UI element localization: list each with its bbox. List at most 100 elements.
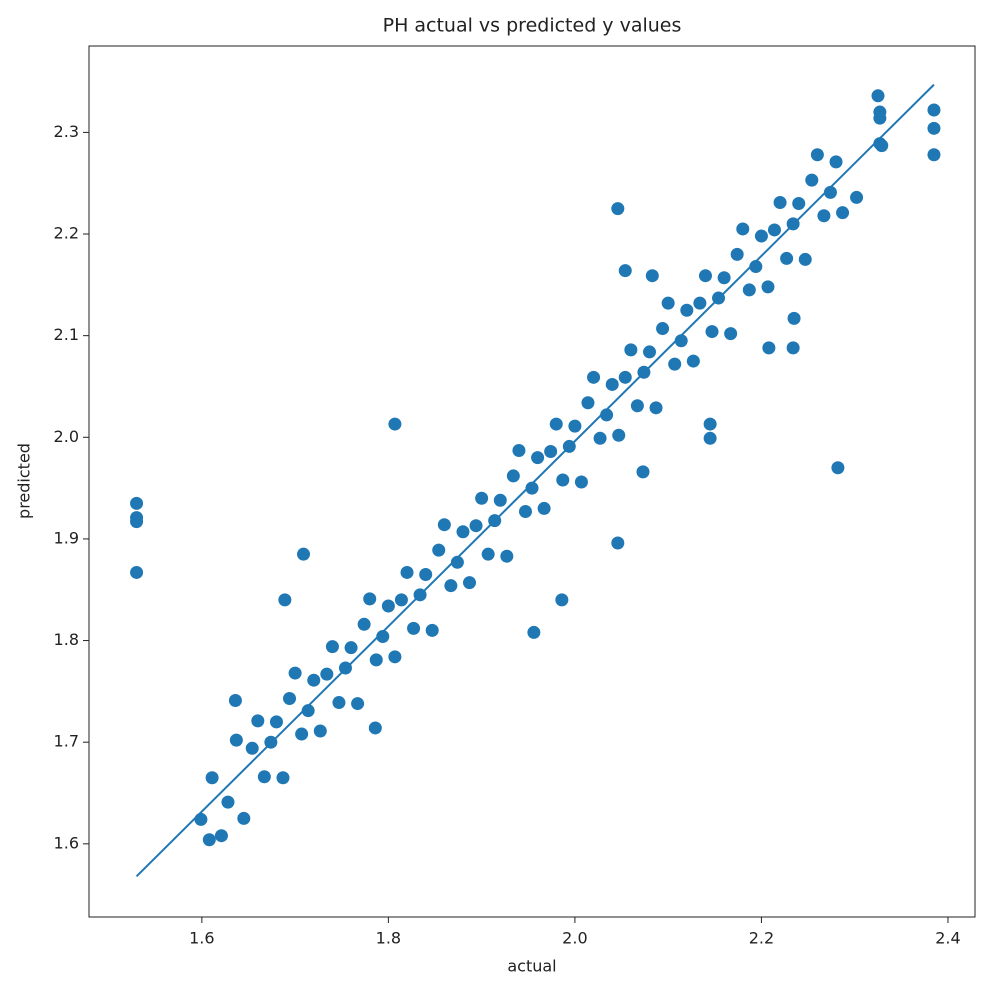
y-tick-label: 1.9 bbox=[54, 528, 79, 547]
scatter-point bbox=[792, 197, 806, 211]
scatter-point bbox=[927, 121, 941, 135]
scatter-point bbox=[544, 445, 558, 459]
scatter-point bbox=[754, 229, 768, 243]
scatter-point bbox=[742, 283, 756, 297]
scatter-point bbox=[555, 593, 569, 607]
scatter-point bbox=[276, 771, 290, 785]
scatter-point bbox=[761, 280, 775, 294]
scatter-point bbox=[525, 481, 539, 495]
scatter-point bbox=[686, 354, 700, 368]
scatter-point bbox=[810, 148, 824, 162]
scatter-point bbox=[624, 343, 638, 357]
scatter-point bbox=[693, 296, 707, 310]
scatter-point bbox=[574, 475, 588, 489]
y-tick-label: 2.1 bbox=[54, 325, 79, 344]
scatter-point bbox=[668, 357, 682, 371]
y-tick-label: 1.6 bbox=[54, 833, 79, 852]
x-tick-label: 2.2 bbox=[749, 929, 774, 948]
scatter-point bbox=[786, 341, 800, 355]
scatter-point bbox=[643, 345, 657, 359]
scatter-point bbox=[817, 209, 831, 223]
scatter-point bbox=[407, 621, 421, 635]
scatter-point bbox=[463, 576, 477, 590]
scatter-point bbox=[798, 252, 812, 266]
scatter-point bbox=[927, 103, 941, 117]
scatter-point bbox=[850, 190, 864, 204]
y-tick-label: 2.0 bbox=[54, 427, 79, 446]
y-tick-label: 2.3 bbox=[54, 122, 79, 141]
scatter-point bbox=[500, 549, 514, 563]
scatter-point bbox=[749, 260, 763, 274]
x-tick-label: 2.0 bbox=[562, 929, 587, 948]
scatter-point bbox=[456, 525, 470, 539]
scatter-point bbox=[221, 795, 235, 809]
scatter-point bbox=[736, 222, 750, 236]
scatter-point bbox=[518, 504, 532, 518]
scatter-point bbox=[512, 444, 526, 458]
x-tick-label: 1.8 bbox=[376, 929, 401, 948]
scatter-point bbox=[425, 623, 439, 637]
x-tick-label: 2.4 bbox=[935, 929, 960, 948]
scatter-point bbox=[593, 431, 607, 445]
scatter-point bbox=[605, 377, 619, 391]
scatter-point bbox=[705, 325, 719, 339]
scatter-point bbox=[313, 724, 327, 738]
scatter-point bbox=[388, 417, 402, 431]
scatter-point bbox=[556, 473, 570, 487]
scatter-point bbox=[767, 223, 781, 237]
scatter-point bbox=[332, 696, 346, 710]
scatter-point bbox=[829, 155, 843, 169]
scatter-point bbox=[369, 653, 383, 667]
scatter-point bbox=[130, 565, 144, 579]
x-axis-label: actual bbox=[507, 957, 556, 976]
scatter-point bbox=[269, 715, 283, 729]
scatter-point bbox=[381, 599, 395, 613]
scatter-point bbox=[805, 173, 819, 187]
scatter-point bbox=[581, 396, 595, 410]
y-tick-label: 1.7 bbox=[54, 732, 79, 751]
scatter-point bbox=[611, 536, 625, 550]
scatter-point bbox=[703, 417, 717, 431]
scatter-point bbox=[205, 771, 219, 785]
scatter-point bbox=[194, 812, 208, 826]
fit-line bbox=[135, 83, 935, 878]
scatter-point bbox=[394, 593, 408, 607]
scatter-point bbox=[357, 617, 371, 631]
scatter-point bbox=[130, 496, 144, 510]
scatter-point bbox=[730, 247, 744, 261]
scatter-point bbox=[444, 579, 458, 593]
scatter-point bbox=[630, 399, 644, 413]
scatter-point bbox=[351, 697, 365, 711]
scatter-point bbox=[656, 322, 670, 336]
scatter-point bbox=[295, 727, 309, 741]
scatter-point bbox=[612, 428, 626, 442]
scatter-point bbox=[130, 515, 144, 529]
scatter-point bbox=[237, 811, 251, 825]
scatter-point bbox=[724, 327, 738, 341]
scatter-point bbox=[228, 694, 242, 708]
scatter-point bbox=[257, 770, 271, 784]
scatter-point bbox=[229, 733, 243, 747]
scatter-point bbox=[645, 269, 659, 283]
scatter-point bbox=[251, 714, 265, 728]
scatter-point bbox=[568, 419, 582, 433]
scatter-point bbox=[537, 501, 551, 515]
scatter-point bbox=[703, 431, 717, 445]
scatter-point bbox=[618, 264, 632, 278]
y-tick-label: 1.8 bbox=[54, 630, 79, 649]
scatter-point bbox=[780, 251, 794, 265]
scatter-point bbox=[320, 667, 334, 681]
scatter-point bbox=[698, 269, 712, 283]
scatter-point bbox=[873, 111, 887, 125]
scatter-point bbox=[202, 833, 216, 847]
scatter-point bbox=[875, 139, 889, 153]
scatter-point bbox=[618, 370, 632, 384]
y-tick-label: 2.2 bbox=[54, 224, 79, 243]
scatter-point bbox=[787, 311, 801, 325]
scatter-point bbox=[680, 303, 694, 317]
scatter-point bbox=[661, 296, 675, 310]
scatter-point bbox=[836, 206, 850, 220]
scatter-point bbox=[297, 547, 311, 561]
scatter-point bbox=[823, 185, 837, 199]
scatter-point bbox=[288, 666, 302, 680]
